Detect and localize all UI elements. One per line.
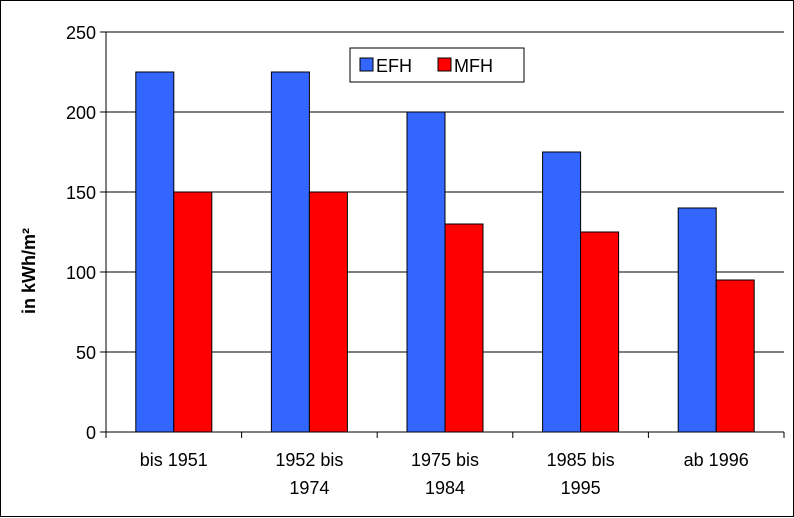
bar-efh (677, 207, 717, 433)
legend-swatch-efh (359, 57, 374, 72)
axes (100, 31, 785, 438)
bar-efh (270, 71, 310, 433)
x-tick-label: 1952 bis 1974 (275, 450, 343, 498)
y-tick-label: 50 (76, 343, 96, 363)
legend-box (349, 47, 525, 83)
legend-label-mfh: MFH (454, 56, 493, 76)
bars (135, 71, 755, 433)
bar-efh (406, 111, 446, 433)
y-tick-label: 150 (66, 183, 96, 203)
x-tick-labels: bis 1951 1952 bis 1974 1975 bis 1984 1985 bis… (140, 450, 749, 498)
y-tick-labels: 0 50 100 150 200 250 (66, 23, 96, 443)
bar-efh (135, 71, 175, 433)
bar-mfh (173, 191, 213, 433)
bar-mfh (715, 279, 755, 433)
x-tick-label: ab 1996 (684, 450, 749, 470)
x-tick-label: 1985 bis 1995 (547, 450, 615, 498)
y-axis-label: in kWh/m² (19, 228, 39, 314)
legend-label-efh: EFH (376, 56, 412, 76)
y-tick-label: 0 (86, 423, 96, 443)
bar-efh (542, 151, 582, 433)
x-tick-label: 1975 bis 1984 (411, 450, 479, 498)
x-tick-label: bis 1951 (140, 450, 208, 470)
legend: EFH MFH (349, 47, 525, 83)
legend-swatch-mfh (437, 57, 452, 72)
y-tick-label: 100 (66, 263, 96, 283)
bar-mfh (444, 223, 484, 433)
y-tick-label: 250 (66, 23, 96, 43)
bar-mfh (580, 231, 620, 433)
y-tick-label: 200 (66, 103, 96, 123)
bar-mfh (308, 191, 348, 433)
